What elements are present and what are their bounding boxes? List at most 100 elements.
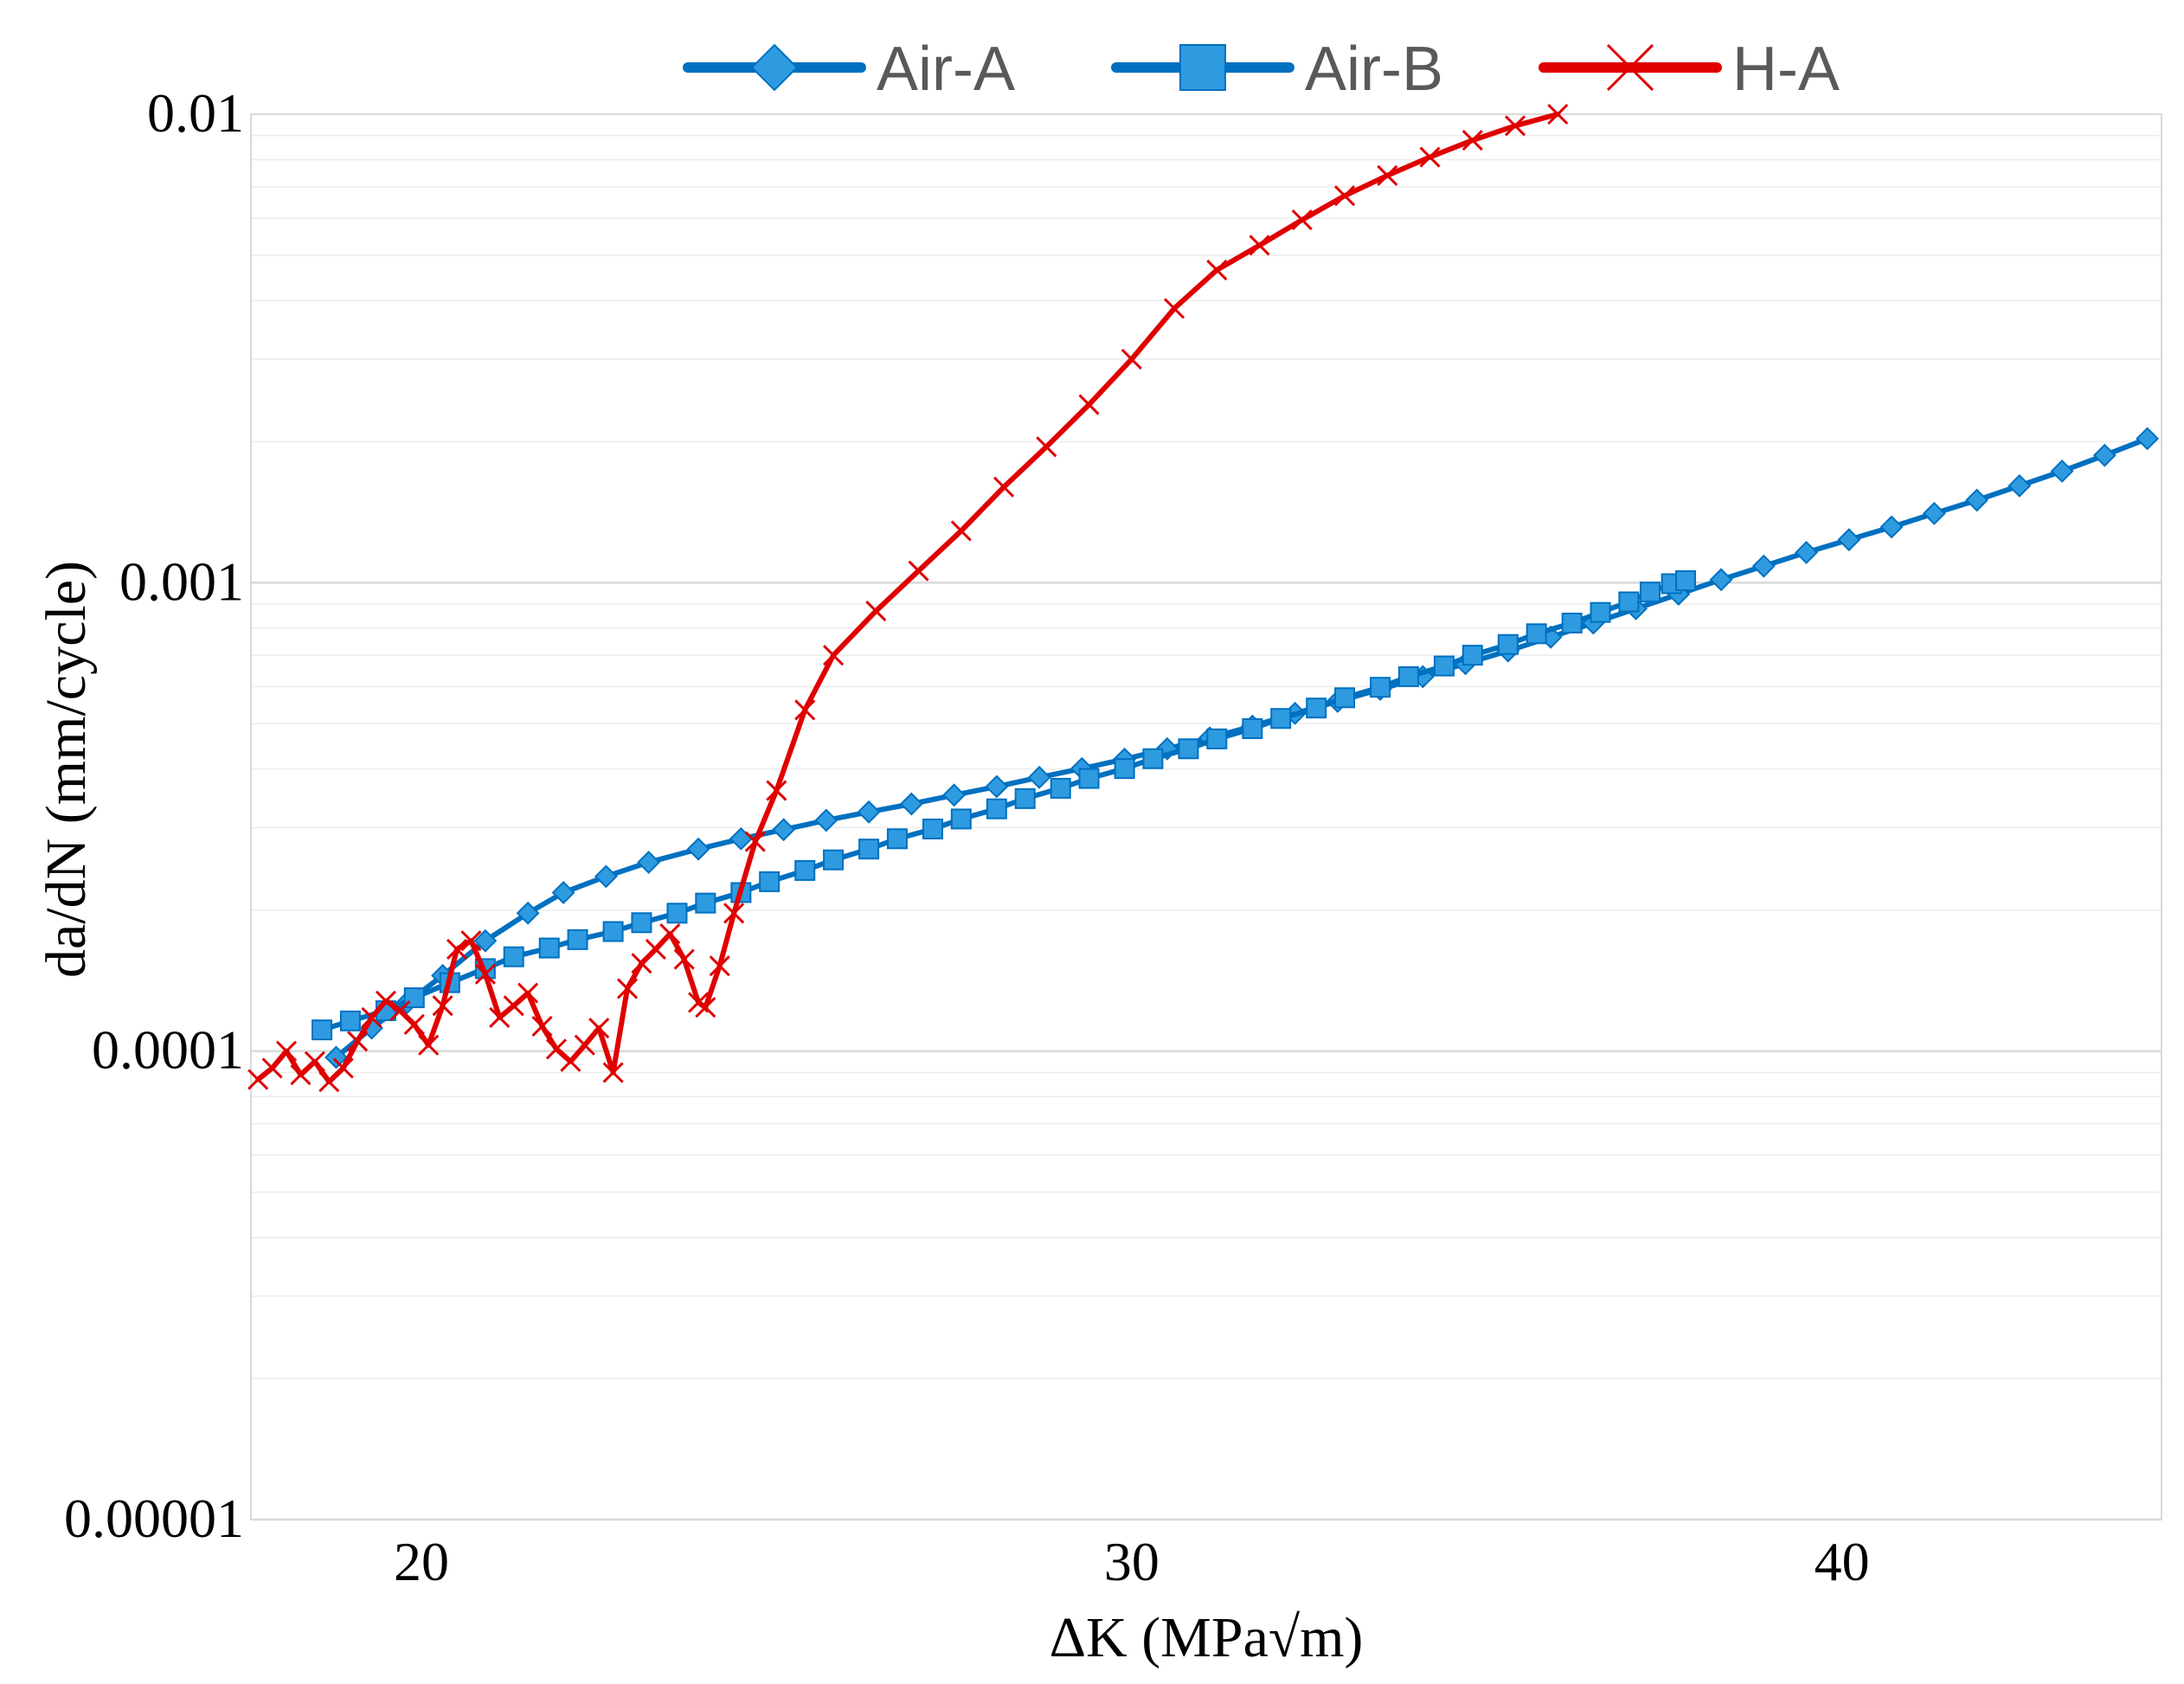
data-point-marker	[1179, 44, 1226, 91]
x-tick-label: 40	[1815, 1531, 1870, 1592]
data-point-marker	[794, 859, 816, 881]
series-air-a	[324, 427, 2159, 1070]
data-point-marker	[1270, 708, 1292, 730]
data-point-marker	[1879, 515, 1904, 539]
data-point-marker	[986, 798, 1007, 820]
data-point-marker	[339, 1010, 361, 1032]
data-point-marker	[723, 903, 745, 924]
x-axis-title: ΔK (MPa√m)	[1050, 1606, 1364, 1669]
data-point-marker	[673, 948, 695, 970]
data-point-marker	[899, 792, 923, 816]
data-point-marker	[1163, 298, 1185, 319]
data-point-marker	[637, 851, 661, 874]
data-point-marker	[766, 780, 787, 801]
data-point-marker	[1504, 115, 1526, 137]
data-point-marker	[1547, 103, 1569, 125]
data-point-marker	[858, 839, 880, 860]
data-point-marker	[1433, 655, 1455, 677]
series-layer	[247, 103, 2159, 1093]
data-point-marker	[1497, 633, 1519, 655]
data-point-marker	[1050, 777, 1071, 799]
series-h-a	[247, 103, 1569, 1093]
legend: Air-A Air-B H-A	[683, 35, 1840, 104]
data-point-marker	[922, 818, 943, 839]
data-point-marker	[985, 775, 1009, 799]
data-point-marker	[1526, 623, 1547, 645]
data-point-marker	[1333, 185, 1356, 207]
data-point-marker	[772, 818, 796, 842]
data-point-marker	[759, 871, 780, 892]
y-axis-title: da/dN (mm/cycle)	[35, 561, 98, 978]
data-point-marker	[602, 1062, 624, 1083]
data-point-marker	[993, 476, 1015, 498]
data-point-marker	[489, 1006, 511, 1028]
data-point-marker	[332, 1057, 354, 1079]
data-point-marker	[375, 990, 397, 1012]
data-point-marker	[1014, 787, 1036, 809]
data-point-marker	[602, 921, 624, 942]
data-point-marker	[1178, 738, 1199, 760]
data-point-marker	[2092, 443, 2117, 467]
data-point-marker	[659, 923, 681, 945]
data-point-marker	[1606, 43, 1654, 92]
data-point-marker	[474, 963, 496, 985]
legend-label: Air-B	[1305, 35, 1443, 104]
x-tick-label: 30	[1104, 1531, 1159, 1592]
data-point-marker	[2007, 473, 2032, 498]
data-point-marker	[1249, 235, 1270, 256]
data-point-marker	[814, 808, 838, 832]
legend-label: H-A	[1732, 35, 1840, 104]
y-tick-label: 0.001	[119, 550, 244, 612]
data-point-marker	[551, 881, 575, 904]
legend-label: Air-A	[877, 35, 1015, 104]
data-point-marker	[695, 892, 716, 914]
data-point-marker	[1751, 554, 1776, 578]
data-point-marker	[1461, 129, 1483, 151]
data-point-marker	[1036, 436, 1057, 458]
data-point-marker	[588, 1017, 610, 1039]
data-point-marker	[616, 978, 639, 999]
data-point-marker	[631, 912, 652, 934]
data-point-marker	[1640, 582, 1661, 603]
data-point-marker	[1461, 645, 1483, 666]
data-point-marker	[823, 849, 845, 871]
data-point-marker	[1675, 569, 1697, 591]
data-point-marker	[361, 1006, 382, 1028]
data-point-marker	[942, 783, 967, 807]
data-point-marker	[823, 645, 845, 666]
legend-item-h-a: H-A	[1538, 35, 1840, 104]
data-point-marker	[347, 1031, 369, 1052]
data-point-marker	[2136, 427, 2159, 451]
data-point-marker	[950, 520, 972, 542]
data-point-marker	[1709, 568, 1733, 592]
data-point-marker	[594, 864, 618, 889]
data-point-marker	[709, 955, 730, 977]
data-point-marker	[1397, 665, 1419, 687]
x-axis-ticks: 20 30 40	[394, 1531, 1870, 1592]
y-tick-label: 0.0001	[92, 1019, 244, 1081]
grid	[251, 135, 2162, 1521]
data-point-marker	[261, 1057, 283, 1079]
data-point-marker	[567, 929, 588, 950]
data-point-marker	[574, 1034, 595, 1056]
y-tick-label: 0.01	[147, 82, 244, 144]
data-point-marker	[695, 997, 716, 1019]
data-point-marker	[247, 1069, 269, 1090]
data-point-marker	[446, 938, 468, 961]
data-point-marker	[560, 1051, 581, 1072]
data-point-marker	[1965, 488, 1989, 512]
data-point-marker	[1370, 677, 1391, 698]
data-point-marker	[857, 800, 881, 824]
data-point-marker	[1618, 591, 1640, 613]
data-point-marker	[1334, 687, 1356, 709]
data-point-marker	[460, 930, 482, 952]
data-point-marker	[1590, 601, 1611, 623]
data-point-marker	[1114, 758, 1135, 780]
data-point-marker	[886, 828, 908, 850]
data-point-marker	[1377, 164, 1398, 186]
data-point-marker	[750, 43, 799, 92]
data-point-marker	[432, 995, 453, 1017]
data-point-marker	[1078, 768, 1100, 789]
plot-area-frame	[250, 113, 2162, 1520]
